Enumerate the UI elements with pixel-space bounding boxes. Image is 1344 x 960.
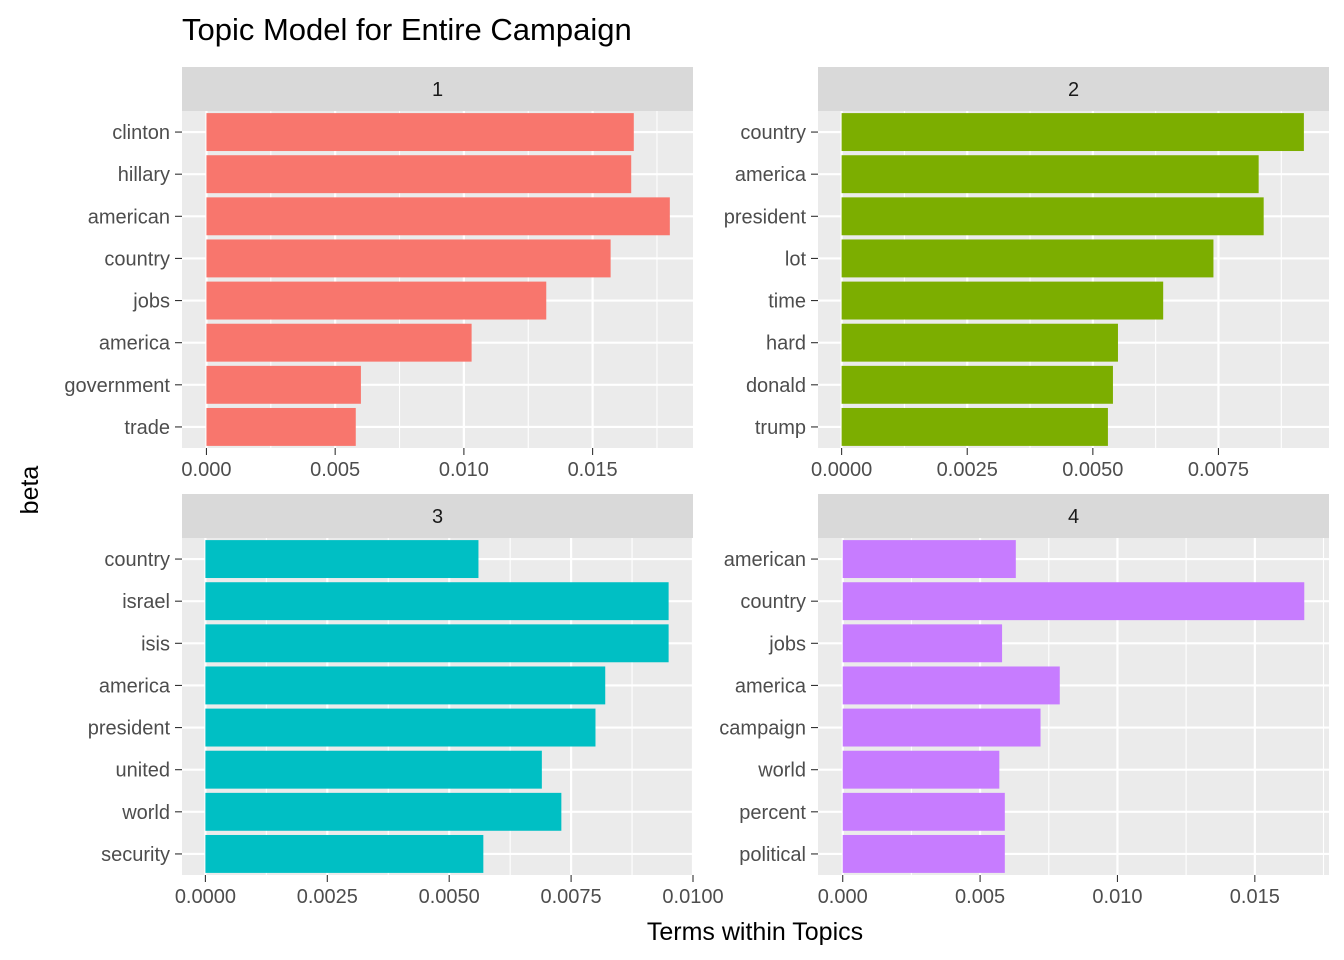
y-tick-label: america (99, 333, 171, 355)
facet-strip (182, 67, 693, 111)
bar-american (842, 540, 1016, 579)
facet-panel-1: 1 clinton hillary american country jobs americ… (64, 67, 693, 481)
bar-government (206, 365, 361, 404)
y-tick-label: time (768, 291, 806, 313)
y-tick-label: country (740, 591, 806, 613)
y-tick-label: campaign (719, 718, 806, 740)
bar-president (841, 197, 1264, 236)
bar-political (842, 834, 1005, 873)
x-axis-title: Terms within Topics (647, 918, 863, 946)
y-tick-label: america (735, 164, 807, 186)
bar-isis (205, 624, 669, 663)
bar-hillary (206, 155, 632, 194)
y-tick-label: country (104, 248, 170, 270)
bar-jobs (842, 624, 1003, 663)
y-tick-label: percent (739, 802, 806, 824)
y-tick-label: jobs (768, 633, 806, 655)
bar-lot (841, 239, 1214, 278)
x-tick-label: 0.005 (310, 459, 360, 481)
facet-panels: 1 clinton hillary american country jobs americ… (64, 67, 1329, 908)
y-tick-label: world (121, 802, 170, 824)
bar-world (842, 750, 1000, 789)
bar-campaign (842, 708, 1041, 747)
y-tick-label: hillary (118, 164, 170, 186)
facet-strip (182, 494, 693, 538)
x-tick-label: 0.0100 (662, 886, 723, 908)
y-tick-label: isis (141, 633, 170, 655)
x-tick-label: 0.0000 (175, 886, 236, 908)
facet-strip-label: 2 (1068, 79, 1079, 101)
y-tick-label: donald (746, 375, 806, 397)
x-tick-label: 0.010 (1092, 886, 1142, 908)
bar-american (206, 197, 670, 236)
y-tick-label: lot (785, 248, 807, 270)
bar-america (206, 323, 472, 362)
y-tick-label: hard (766, 333, 806, 355)
facet-strip-label: 3 (432, 506, 443, 528)
y-tick-label: clinton (112, 122, 170, 144)
bar-country (841, 113, 1304, 152)
y-tick-label: country (740, 122, 806, 144)
bar-clinton (206, 113, 634, 152)
bar-security (205, 834, 484, 873)
bar-country (206, 239, 611, 278)
facet-strip-label: 1 (432, 79, 443, 101)
x-tick-label: 0.005 (955, 886, 1005, 908)
bar-united (205, 750, 542, 789)
x-tick-label: 0.0050 (419, 886, 480, 908)
y-tick-label: security (101, 844, 170, 866)
y-tick-label: american (724, 549, 806, 571)
bar-percent (842, 792, 1005, 831)
chart-title: Topic Model for Entire Campaign (182, 12, 632, 47)
y-tick-label: trump (755, 417, 806, 439)
y-tick-label: president (88, 718, 171, 740)
x-tick-label: 0.010 (439, 459, 489, 481)
facet-panel-3: 3 country israel isis america president united… (88, 494, 724, 908)
x-tick-label: 0.015 (1230, 886, 1280, 908)
x-tick-label: 0.0000 (811, 459, 872, 481)
y-tick-label: trade (124, 417, 170, 439)
facet-panel-4: 4 american country jobs america campaign world… (719, 494, 1329, 908)
bar-hard (841, 323, 1118, 362)
facet-strip (818, 67, 1329, 111)
facet-strip (818, 494, 1329, 538)
y-tick-label: america (735, 675, 807, 697)
x-tick-label: 0.0025 (937, 459, 998, 481)
bar-country (205, 540, 479, 579)
bar-president (205, 708, 596, 747)
y-tick-label: american (88, 206, 170, 228)
facet-strip-label: 4 (1068, 506, 1079, 528)
bar-trade (206, 407, 356, 446)
y-tick-label: israel (122, 591, 170, 613)
bar-country (842, 582, 1305, 621)
x-tick-label: 0.015 (568, 459, 618, 481)
bar-time (841, 281, 1164, 320)
bar-donald (841, 365, 1113, 404)
y-tick-label: president (724, 206, 807, 228)
y-tick-label: america (99, 675, 171, 697)
y-tick-label: jobs (132, 291, 170, 313)
y-tick-label: country (104, 549, 170, 571)
y-axis-title: beta (16, 466, 44, 515)
x-tick-label: 0.0075 (541, 886, 602, 908)
bar-israel (205, 582, 669, 621)
y-tick-label: united (116, 760, 171, 782)
y-tick-label: government (64, 375, 170, 397)
x-tick-label: 0.000 (818, 886, 868, 908)
bar-america (841, 155, 1259, 194)
x-tick-label: 0.0025 (297, 886, 358, 908)
x-tick-label: 0.0075 (1188, 459, 1249, 481)
bar-america (205, 666, 606, 705)
bar-america (842, 666, 1060, 705)
bar-jobs (206, 281, 547, 320)
x-tick-label: 0.0050 (1062, 459, 1123, 481)
y-tick-label: political (739, 844, 806, 866)
facet-panel-2: 2 country america president lot time hard donal… (724, 67, 1329, 481)
y-tick-label: world (757, 760, 806, 782)
bar-trump (841, 407, 1108, 446)
x-tick-label: 0.000 (181, 459, 231, 481)
bar-world (205, 792, 562, 831)
